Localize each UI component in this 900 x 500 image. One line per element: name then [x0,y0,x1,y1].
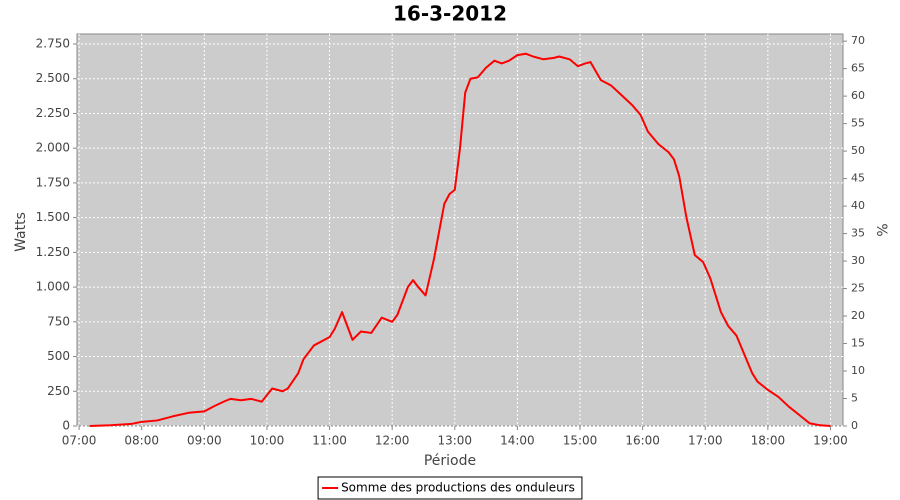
y2-tick-label: 0 [851,419,858,432]
y2-tick-label: 35 [851,227,865,240]
y-tick-label: 500 [47,349,70,363]
x-tick-label: 19:00 [813,434,848,448]
legend-label: Somme des productions des onduleurs [341,481,575,495]
y2-tick-label: 70 [851,34,865,47]
chart-title: 16-3-2012 [393,2,507,26]
x-tick-label: 10:00 [250,434,285,448]
y2-tick-label: 45 [851,172,865,185]
y2-tick-label: 20 [851,309,865,322]
y-axis-title: Watts [13,212,29,252]
x-tick-label: 16:00 [625,434,660,448]
y2-tick-label: 65 [851,62,865,75]
y-tick-label: 1.000 [36,280,70,294]
y-tick-label: 2.750 [36,37,70,51]
plot-area [76,33,844,427]
y2-tick-label: 15 [851,337,865,350]
y-tick-label: 2.250 [36,106,70,120]
y2-tick-label: 5 [851,392,858,405]
legend: Somme des productions des onduleurs [317,476,583,500]
y2-axis-title: % [873,223,889,236]
x-tick-label: 17:00 [688,434,723,448]
x-tick-label: 09:00 [187,434,222,448]
y2-tick-label: 60 [851,89,865,102]
x-tick-label: 18:00 [751,434,786,448]
y2-tick-label: 30 [851,254,865,267]
y2-tick-label: 40 [851,199,865,212]
x-tick-label: 07:00 [62,434,97,448]
y-tick-label: 2.500 [36,71,70,85]
y2-tick-label: 25 [851,282,865,295]
legend-box [317,476,583,500]
y-tick-label: 750 [47,314,70,328]
y-tick-label: 1.250 [36,245,70,259]
y2-tick-label: 10 [851,364,865,377]
y2-tick-label: 55 [851,117,865,130]
y-tick-label: 1.750 [36,175,70,189]
y-tick-label: 1.500 [36,210,70,224]
x-tick-label: 14:00 [500,434,535,448]
data-line [89,52,831,427]
y-tick-label: 2.000 [36,141,70,155]
x-tick-label: 11:00 [312,434,347,448]
x-tick-label: 12:00 [375,434,410,448]
x-tick-label: 15:00 [563,434,598,448]
x-tick-label: 08:00 [124,434,159,448]
x-axis-title: Période [424,453,476,469]
y2-tick-label: 50 [851,144,865,157]
y-tick-label: 0 [62,419,70,433]
x-tick-label: 13:00 [437,434,472,448]
y-tick-label: 250 [47,384,70,398]
